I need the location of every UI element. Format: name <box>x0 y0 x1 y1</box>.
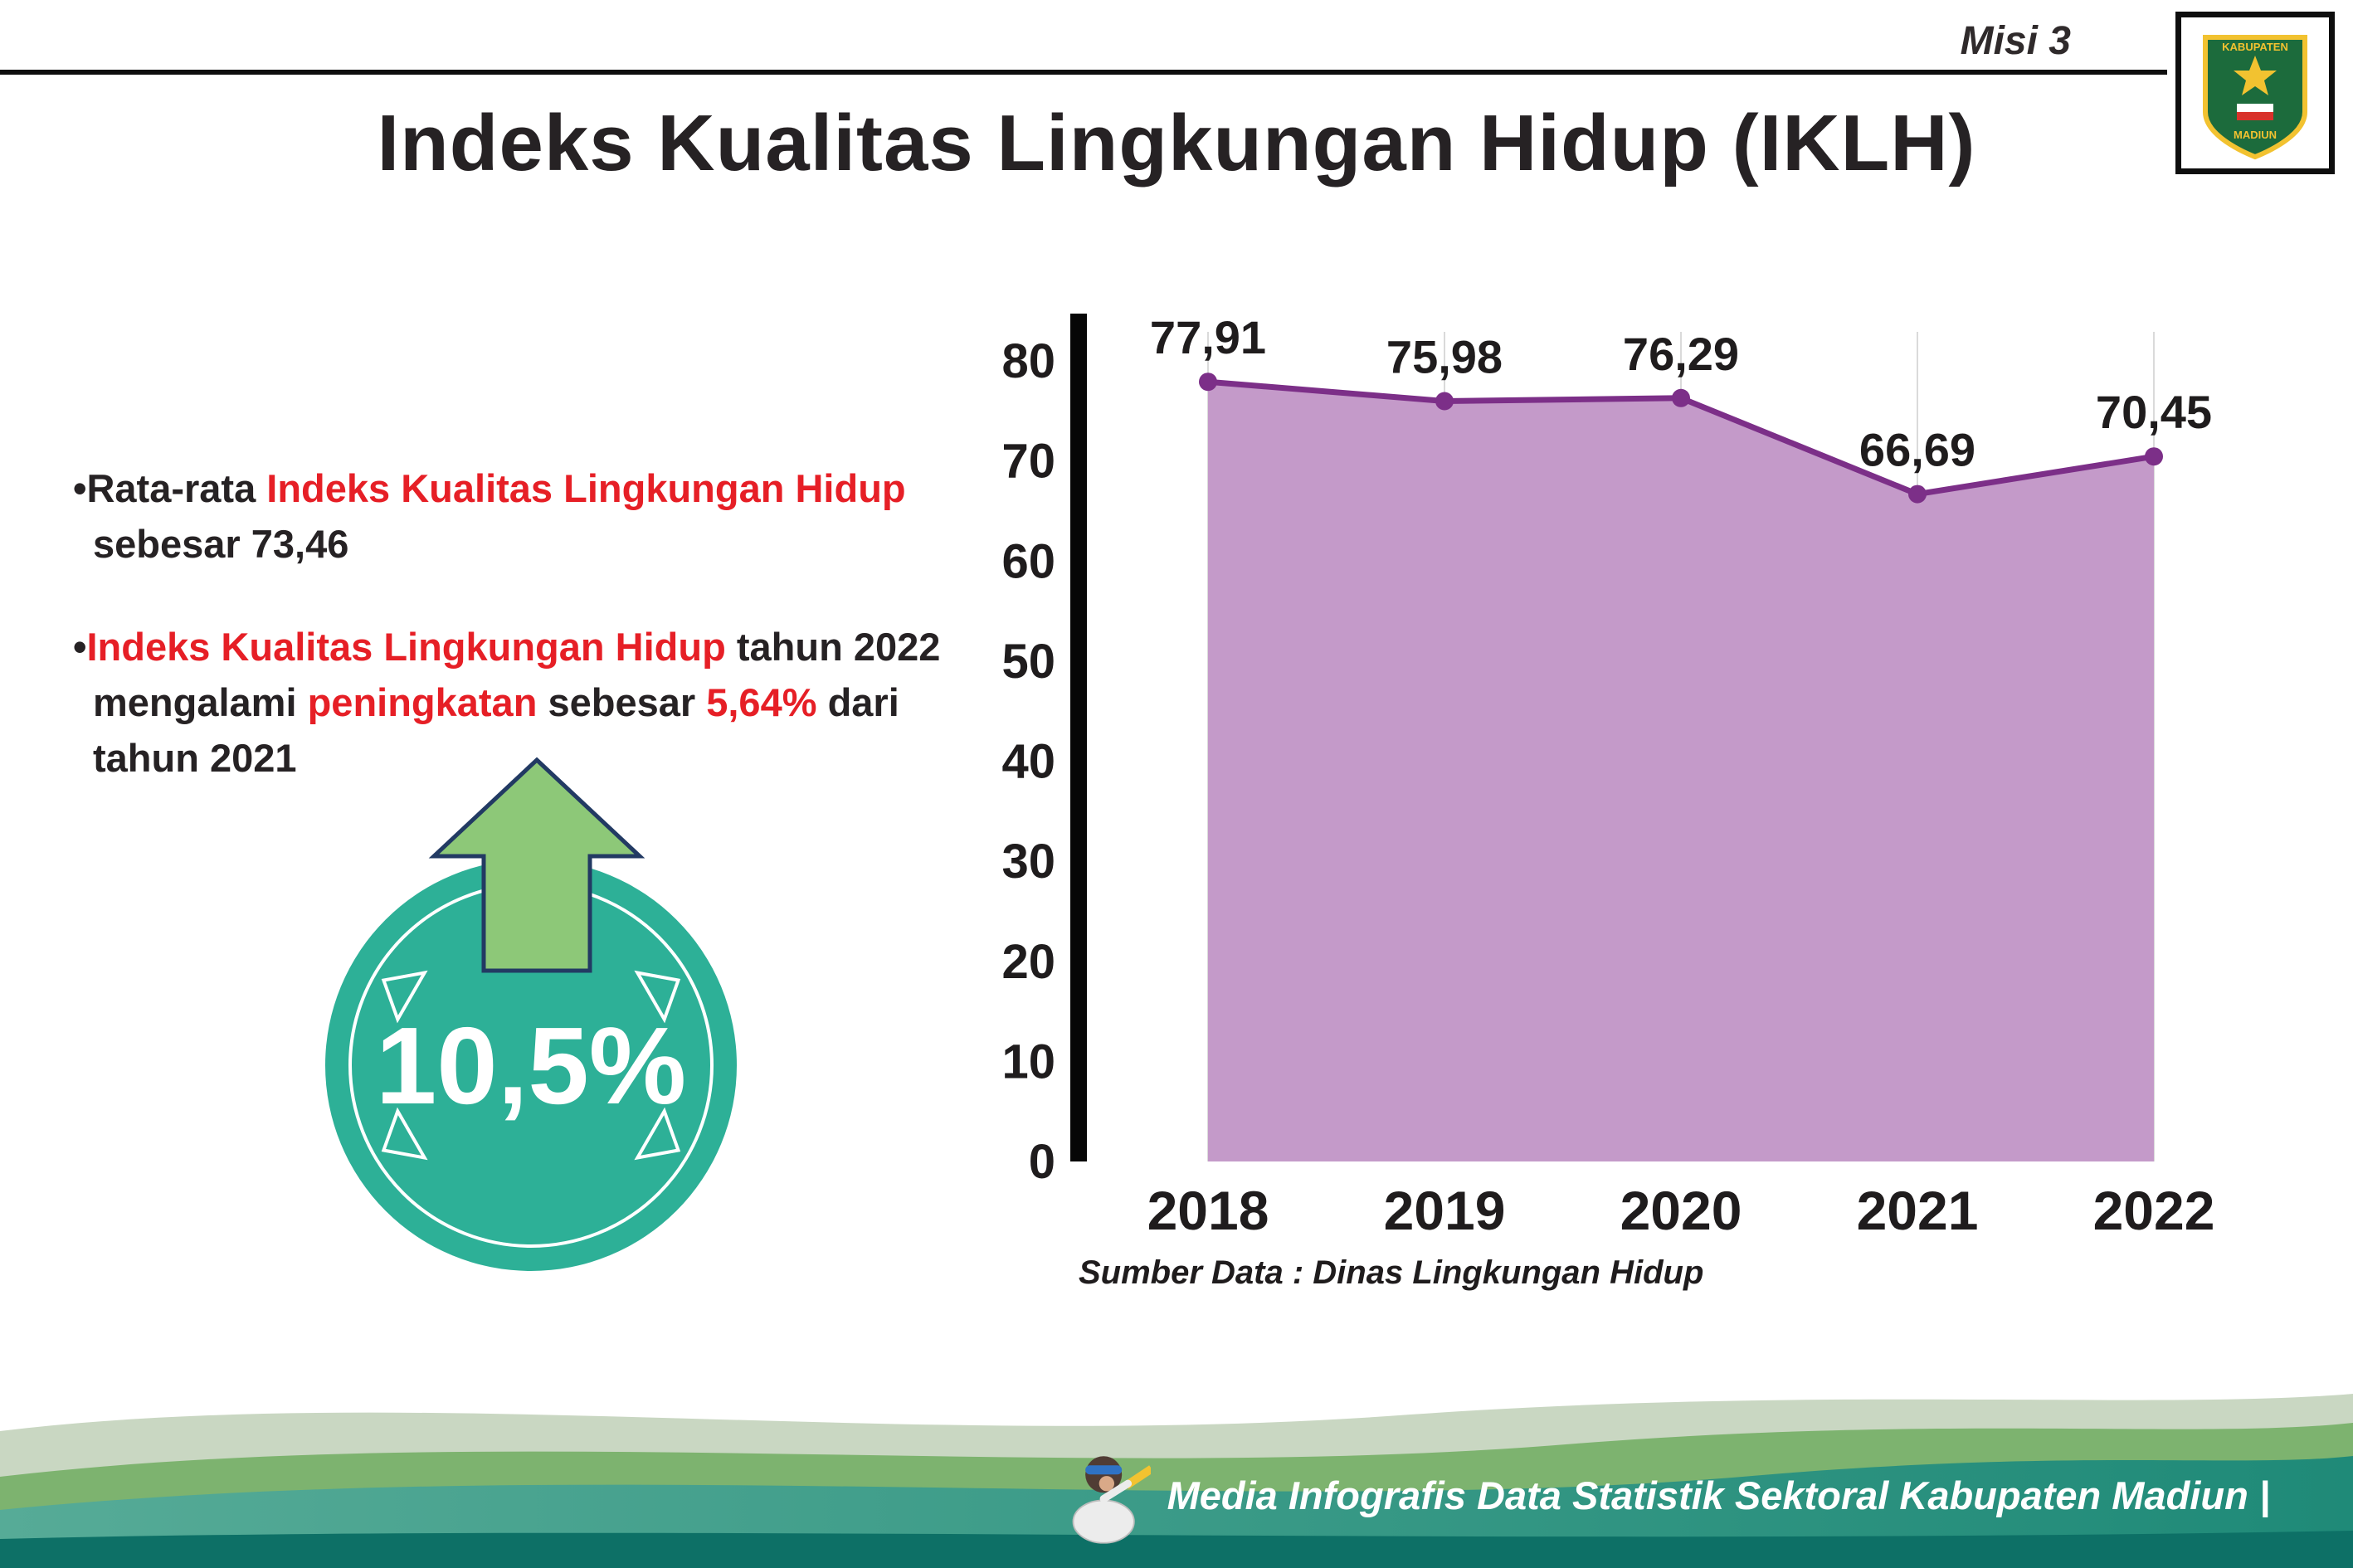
value-label-2018: 77,91 <box>1150 311 1266 363</box>
data-point-2022 <box>2145 447 2163 466</box>
y-tick-20: 20 <box>1001 935 1055 989</box>
value-label-2021: 66,69 <box>1859 424 1975 476</box>
bullet2-highlight2: peningkatan <box>307 680 538 725</box>
y-tick-70: 70 <box>1001 435 1055 489</box>
bullet2-suffix: dari tahun 2021 <box>93 680 899 780</box>
y-axis <box>1070 314 1087 1161</box>
increase-badge: 10,5% <box>315 745 747 1293</box>
summary-bullets: •Rata-rata Indeks Kualitas Lingkungan Hi… <box>73 461 1011 835</box>
bullet-marker: • <box>73 466 87 510</box>
x-tick-2020: 2020 <box>1620 1180 1742 1241</box>
area-fill <box>1208 382 2154 1161</box>
data-point-2019 <box>1435 392 1454 411</box>
y-tick-0: 0 <box>1029 1135 1055 1189</box>
x-tick-2018: 2018 <box>1147 1180 1269 1241</box>
data-point-2020 <box>1672 388 1690 407</box>
x-tick-2022: 2022 <box>2093 1180 2215 1241</box>
bullet-iklh-increase: •Indeks Kualitas Lingkungan Hidup tahun … <box>73 620 1011 786</box>
chart-source: Sumber Data : Dinas Lingkungan Hidup <box>1079 1254 1704 1291</box>
x-tick-2021: 2021 <box>1857 1180 1979 1241</box>
page-title: Indeks Kualitas Lingkungan Hidup (IKLH) <box>377 99 1976 187</box>
bullet-average-iklh: •Rata-rata Indeks Kualitas Lingkungan Hi… <box>73 461 1011 572</box>
bullet-marker: • <box>73 625 87 670</box>
bullet2-mid2: sebesar <box>537 680 707 725</box>
logo-emblem-icon: KABUPATEN MADIUN <box>2203 35 2307 160</box>
tick-triangle-icon <box>381 1107 428 1161</box>
footer-credit: Media Infografis Data Statistik Sektoral… <box>1060 1445 2270 1545</box>
tick-triangle-icon <box>634 970 681 1024</box>
bullet2-highlight3: 5,64% <box>706 680 817 725</box>
tick-triangle-icon <box>634 1107 681 1161</box>
y-tick-50: 50 <box>1001 635 1055 689</box>
value-label-2020: 76,29 <box>1623 328 1739 380</box>
value-label-2019: 75,98 <box>1386 331 1503 383</box>
logo-text-top: KABUPATEN <box>2222 41 2288 53</box>
bullet1-suffix: sebesar 73,46 <box>93 521 349 566</box>
x-tick-2019: 2019 <box>1384 1180 1506 1241</box>
bullet1-prefix: Rata-rata <box>86 466 267 510</box>
kabupaten-madiun-logo: KABUPATEN MADIUN <box>2175 12 2335 174</box>
footer-waves <box>0 1394 2353 1568</box>
data-point-2021 <box>1908 485 1927 504</box>
misi-label: Misi 3 <box>1960 19 2071 63</box>
y-tick-60: 60 <box>1001 534 1055 588</box>
header-rule <box>0 70 2167 75</box>
badge-percentage: 10,5% <box>376 1005 686 1127</box>
footer-credit-text: Media Infografis Data Statistik Sektoral… <box>1167 1473 2270 1517</box>
bullet2-highlight1: Indeks Kualitas Lingkungan Hidup <box>86 625 726 670</box>
badge-circle <box>325 859 737 1271</box>
value-label-2022: 70,45 <box>2096 386 2212 438</box>
wave-dark-strip <box>0 1531 2353 1568</box>
writer-mascot-icon <box>1072 1456 1151 1544</box>
y-tick-30: 30 <box>1001 835 1055 889</box>
y-tick-80: 80 <box>1001 334 1055 388</box>
up-arrow-icon <box>428 757 645 973</box>
data-point-2018 <box>1199 373 1217 392</box>
iklh-area-chart: 0 10 20 30 40 50 60 70 80 77,91 75,98 76,29 66,69 70,… <box>962 274 2224 1352</box>
bullet1-highlight: Indeks Kualitas Lingkungan Hidup <box>266 466 906 510</box>
y-tick-40: 40 <box>1001 735 1055 789</box>
logo-text-bottom: MADIUN <box>2234 129 2277 141</box>
y-tick-10: 10 <box>1001 1035 1055 1088</box>
tick-triangle-icon <box>381 970 428 1024</box>
bullet2-mid1: tahun 2022 mengalami <box>93 625 941 725</box>
